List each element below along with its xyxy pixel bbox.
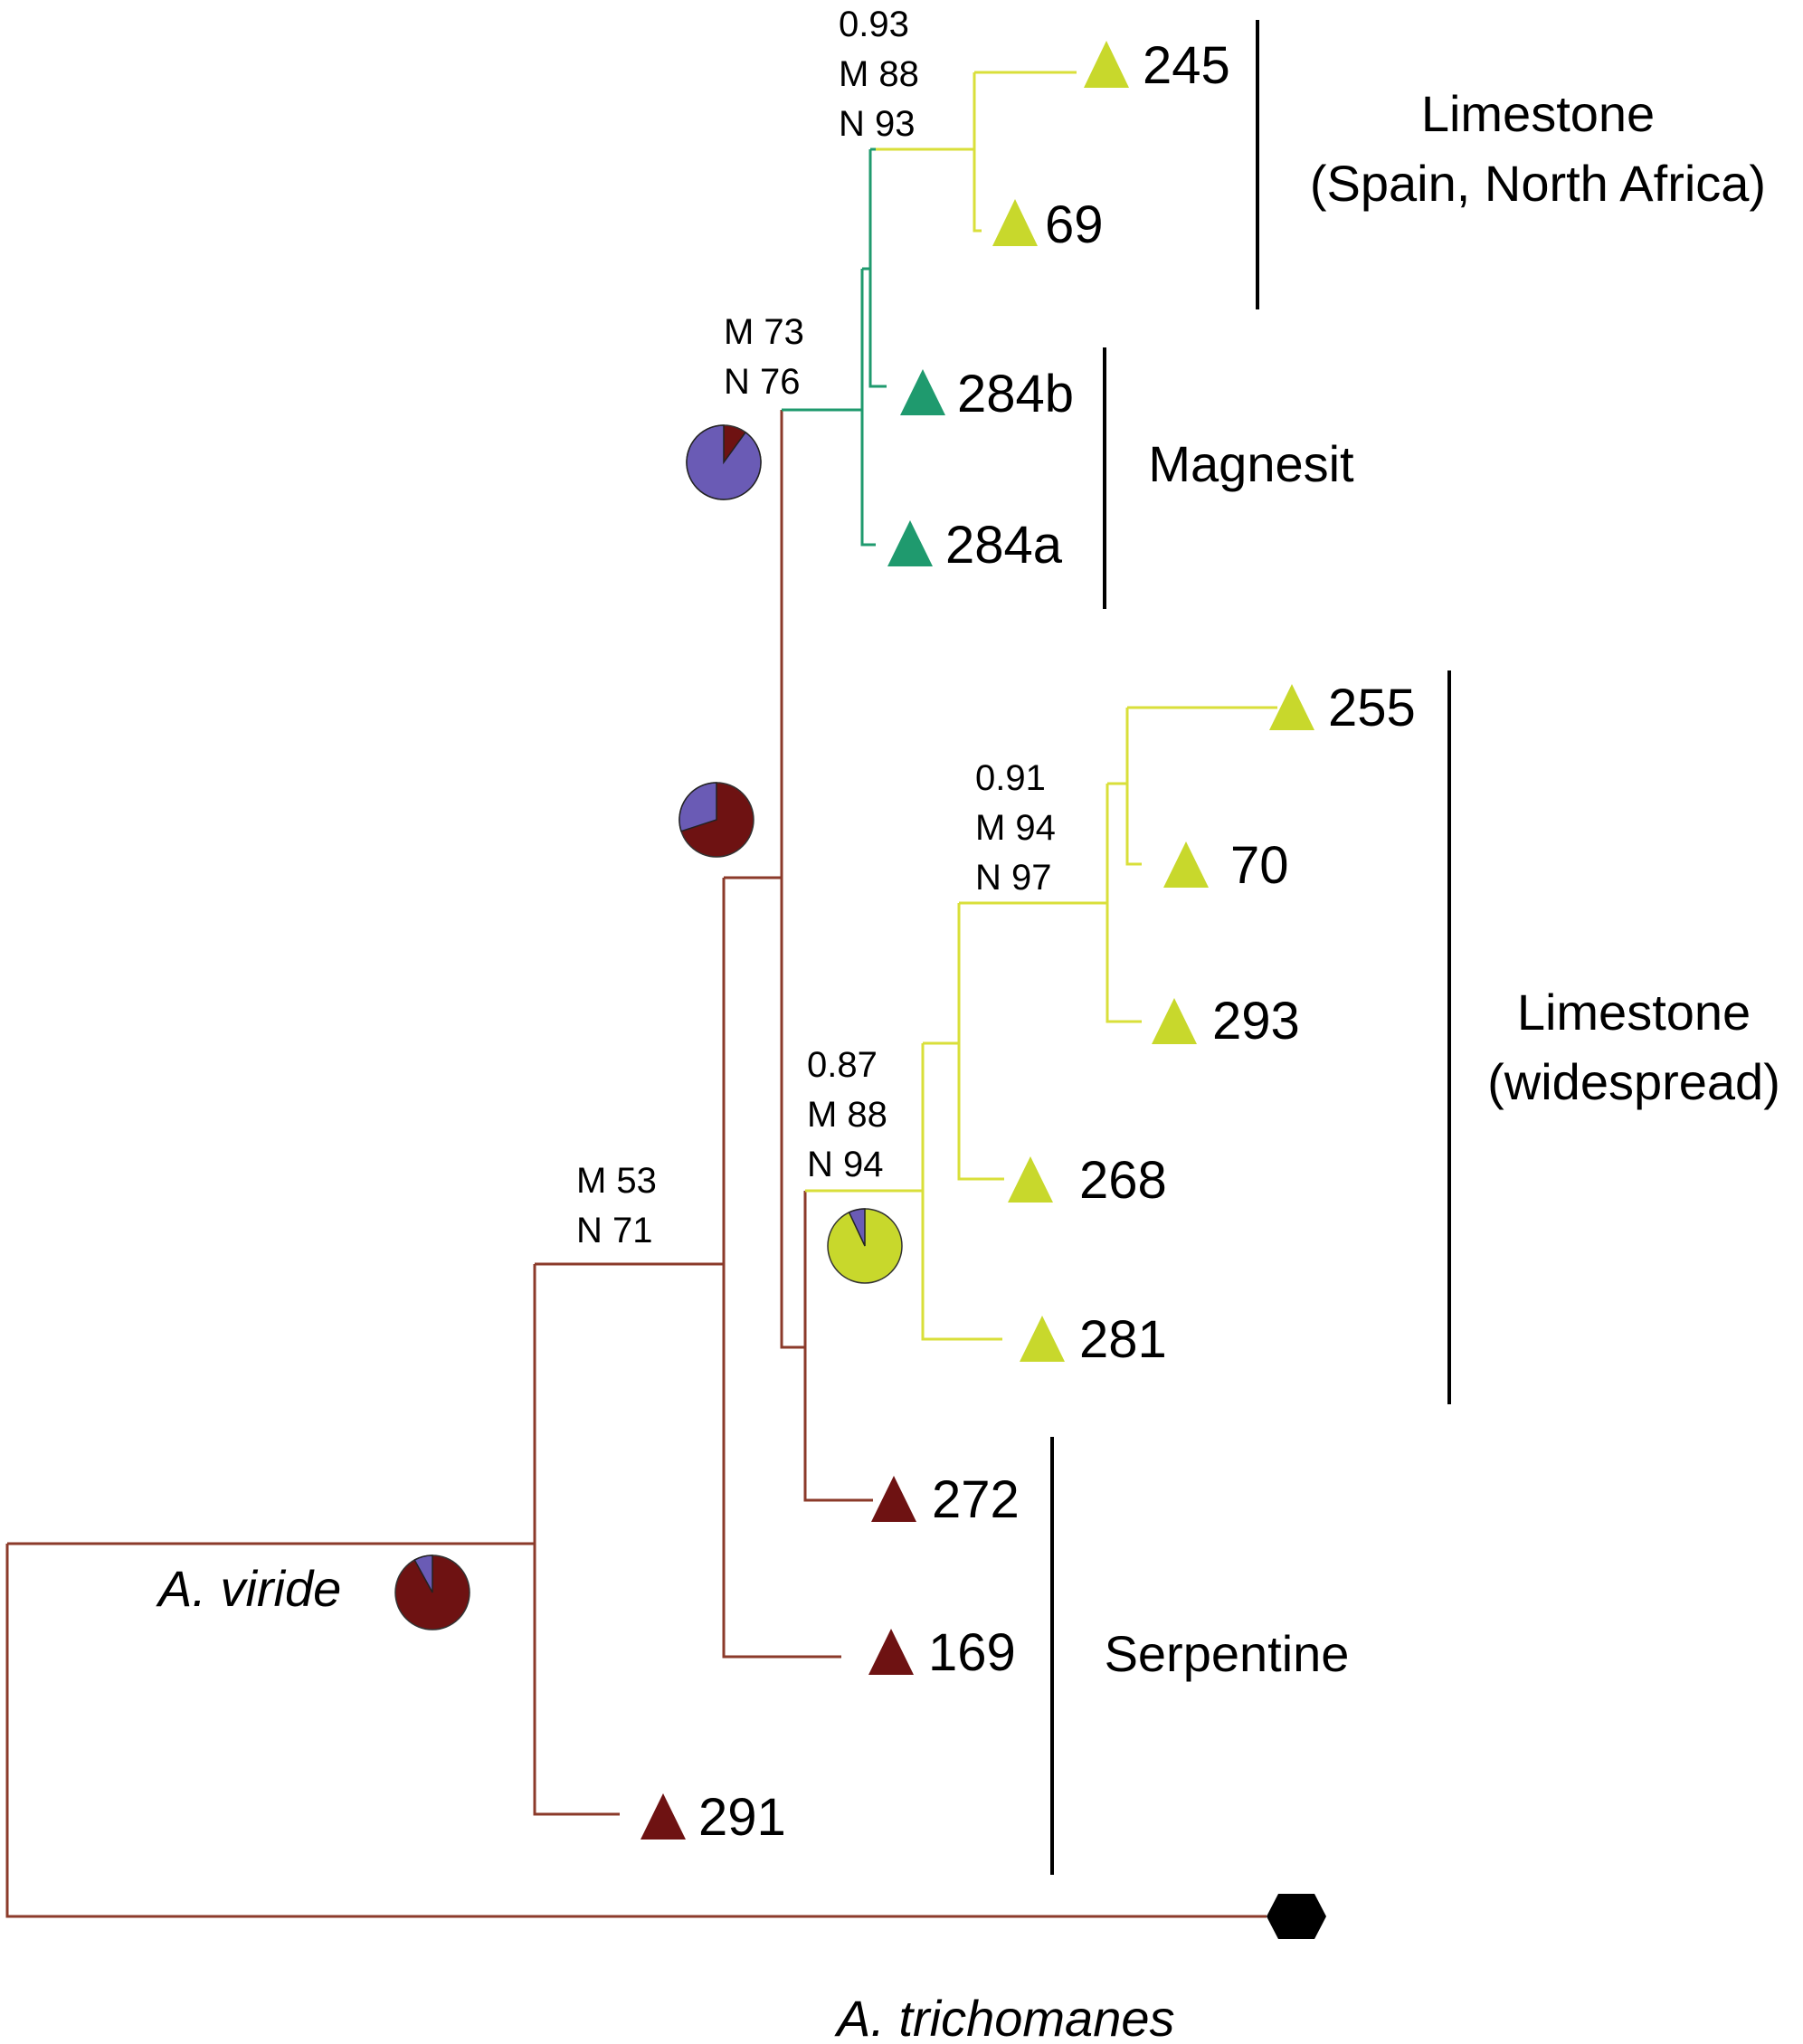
taxon-label-outgroup: A. trichomanes xyxy=(834,1990,1175,2044)
triangle-70 xyxy=(1163,841,1209,888)
taxon-label-ingroup: A. viride xyxy=(156,1560,341,1617)
branch-root xyxy=(5,1544,1267,1918)
triangle-69 xyxy=(992,199,1038,246)
hexagon-outgroup xyxy=(1267,1894,1326,1939)
branch-169-node xyxy=(722,878,841,1659)
support-wide-inner-pp: 0.91 xyxy=(975,758,1046,798)
support-spain-n: N 93 xyxy=(839,104,916,144)
triangle-281 xyxy=(1020,1316,1065,1362)
pie-blue-slice xyxy=(678,782,717,832)
group-labels: Limestone (Spain, North Africa) Magnesit… xyxy=(1105,85,1780,1682)
triangle-272 xyxy=(871,1476,916,1522)
group-label-limestone-spain-1: Limestone xyxy=(1421,85,1655,142)
support-spain-pp: 0.93 xyxy=(839,5,909,44)
triangle-284b xyxy=(900,369,945,415)
taxon-labels: A. viride A. trichomanes xyxy=(156,1560,1175,2044)
tree-branches xyxy=(5,71,1277,1918)
support-wide-inner-m: M 94 xyxy=(975,808,1056,848)
branch-268-node xyxy=(957,903,1004,1181)
pie-root-viride xyxy=(394,1554,470,1630)
triangle-291 xyxy=(641,1793,686,1840)
tip-labels: 245 69 284b 284a 255 70 293 268 281 272 … xyxy=(698,36,1416,1847)
tip-label-284b: 284b xyxy=(957,365,1074,423)
branch-wide-node xyxy=(921,1043,1002,1341)
pie-blue-slice xyxy=(686,424,762,500)
triangle-245 xyxy=(1084,41,1129,88)
pie-serpentine-node xyxy=(678,782,754,858)
pie-blue-slice xyxy=(413,1554,433,1593)
pie-blue-slice xyxy=(848,1208,866,1247)
branch-mag-inner xyxy=(868,149,887,388)
tip-label-291: 291 xyxy=(698,1788,786,1847)
tip-label-169: 169 xyxy=(928,1623,1016,1682)
branch-inner-wide xyxy=(1106,784,1142,1023)
triangle-293 xyxy=(1152,998,1197,1044)
tip-label-284a: 284a xyxy=(945,516,1063,575)
support-wide-n: N 94 xyxy=(807,1145,884,1184)
group-label-limestone-wide-2: (widespread) xyxy=(1487,1053,1780,1110)
group-label-serpentine: Serpentine xyxy=(1105,1625,1350,1682)
group-label-magnesit: Magnesit xyxy=(1148,435,1354,492)
tip-label-293: 293 xyxy=(1212,992,1300,1051)
support-wide-m: M 88 xyxy=(807,1095,887,1135)
support-wide-inner-n: N 97 xyxy=(975,858,1052,898)
triangle-255 xyxy=(1269,684,1314,730)
tip-label-281: 281 xyxy=(1079,1310,1167,1369)
tip-label-70: 70 xyxy=(1230,836,1289,895)
pie-magnesit-node xyxy=(686,424,762,500)
support-spain-m: M 88 xyxy=(839,54,919,94)
tip-label-245: 245 xyxy=(1143,36,1230,95)
branch-magnesit-node xyxy=(860,269,876,547)
tip-label-255: 255 xyxy=(1328,679,1416,737)
ancestral-pies xyxy=(394,424,903,1630)
support-values: 0.93 M 88 N 93 M 73 N 76 0.91 M 94 N 97 … xyxy=(576,5,1056,1250)
tip-label-268: 268 xyxy=(1079,1151,1167,1210)
tip-label-272: 272 xyxy=(932,1470,1020,1529)
tip-markers xyxy=(641,41,1326,1939)
pie-limestone-node xyxy=(827,1208,903,1284)
branch-main-node xyxy=(780,410,805,1349)
group-label-limestone-wide-1: Limestone xyxy=(1517,984,1751,1041)
group-brackets xyxy=(1050,20,1451,1875)
tip-label-69: 69 xyxy=(1045,195,1104,254)
triangle-284a xyxy=(887,520,933,566)
support-magnesit-m: M 73 xyxy=(724,312,804,352)
branch-272-node xyxy=(803,1191,873,1502)
support-basal-n: N 71 xyxy=(576,1211,653,1250)
support-basal-m: M 53 xyxy=(576,1161,657,1201)
support-magnesit-n: N 76 xyxy=(724,362,801,402)
group-label-limestone-spain-2: (Spain, North Africa) xyxy=(1310,155,1766,212)
branch-255-70 xyxy=(1125,708,1142,866)
branch-basal xyxy=(533,1264,620,1816)
branch-spain-split xyxy=(973,72,982,233)
support-wide-pp: 0.87 xyxy=(807,1045,878,1085)
triangle-268 xyxy=(1008,1156,1053,1203)
triangle-169 xyxy=(868,1629,914,1675)
